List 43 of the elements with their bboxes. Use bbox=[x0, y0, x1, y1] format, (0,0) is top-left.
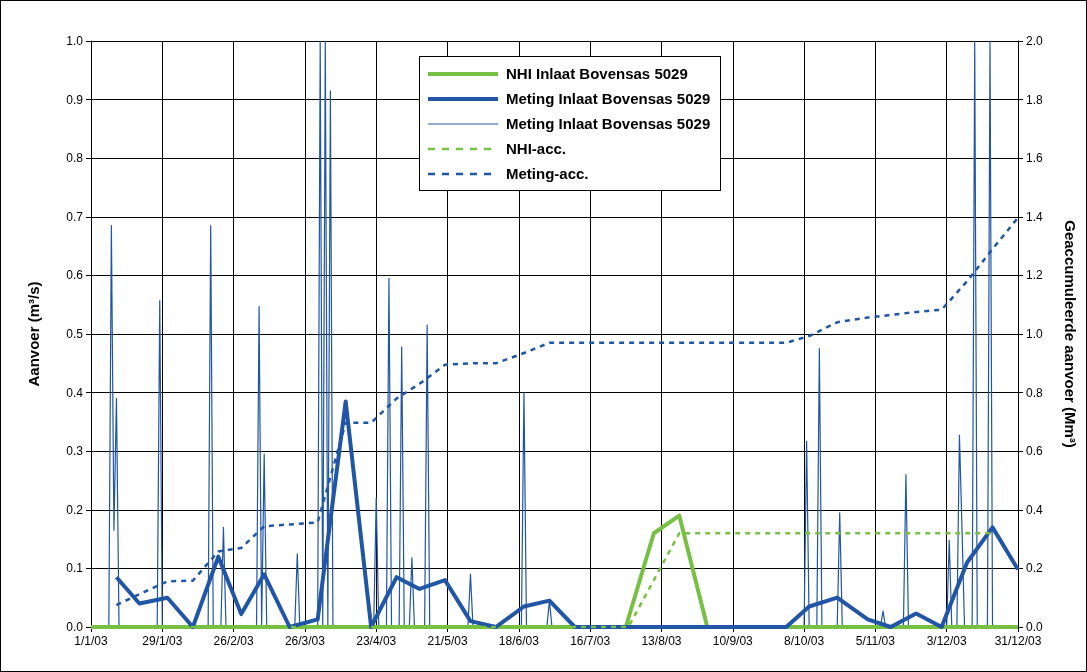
y2-tick-label: 0.2 bbox=[1026, 561, 1044, 576]
y2-axis-title: Geaccumuleerde aanvoer (Mm³) bbox=[1062, 220, 1079, 448]
legend-label: NHI Inlaat Bovensas 5029 bbox=[506, 65, 688, 82]
y2-tick-label: 2.0 bbox=[1026, 34, 1044, 48]
y-tick-label: 0.9 bbox=[66, 92, 84, 107]
y-tick-label: 0.6 bbox=[66, 268, 84, 283]
y2-tick-label: 0.8 bbox=[1026, 385, 1044, 400]
x-tick-label: 13/8/03 bbox=[641, 634, 682, 648]
y2-tick-label: 0.6 bbox=[1026, 444, 1044, 459]
x-tick-label: 26/2/03 bbox=[213, 634, 254, 648]
y-tick-label: 0.0 bbox=[66, 620, 84, 634]
y-axis-title: Aanvoer (m³/s) bbox=[25, 281, 42, 387]
y-tick-label: 0.7 bbox=[66, 209, 84, 224]
x-tick-label: 16/7/03 bbox=[570, 634, 611, 648]
x-tick-label: 23/4/03 bbox=[356, 634, 397, 648]
y-tick-label: 1.0 bbox=[66, 34, 84, 48]
y2-tick-label: 1.0 bbox=[1026, 327, 1044, 341]
x-tick-label: 8/10/03 bbox=[784, 634, 825, 648]
y2-tick-label: 1.8 bbox=[1026, 92, 1044, 107]
legend-label: Meting Inlaat Bovensas 5029 bbox=[506, 90, 711, 107]
y-tick-label: 0.8 bbox=[66, 151, 84, 166]
x-tick-label: 29/1/03 bbox=[142, 634, 183, 648]
y2-tick-label: 1.4 bbox=[1026, 209, 1044, 224]
y-tick-label: 0.5 bbox=[66, 327, 84, 341]
x-tick-label: 31/12/03 bbox=[994, 634, 1042, 648]
y-tick-label: 0.3 bbox=[66, 444, 84, 459]
x-tick-label: 18/6/03 bbox=[498, 634, 540, 648]
y-tick-label: 0.4 bbox=[66, 385, 84, 400]
y2-tick-label: 1.2 bbox=[1026, 268, 1044, 283]
x-tick-label: 10/9/03 bbox=[712, 634, 754, 648]
y2-tick-label: 0.4 bbox=[1026, 502, 1044, 517]
x-tick-label: 3/12/03 bbox=[926, 634, 968, 648]
y2-tick-label: 1.6 bbox=[1026, 151, 1044, 166]
legend-label: Meting Inlaat Bovensas 5029 bbox=[506, 115, 711, 132]
y-tick-label: 0.1 bbox=[66, 561, 84, 576]
x-tick-label: 1/1/03 bbox=[74, 634, 108, 648]
y2-tick-label: 0.0 bbox=[1026, 620, 1044, 634]
x-tick-label: 26/3/03 bbox=[284, 634, 326, 648]
legend-label: NHI-acc. bbox=[506, 140, 567, 157]
y-tick-label: 0.2 bbox=[66, 502, 84, 517]
legend-label: Meting-acc. bbox=[506, 165, 589, 182]
x-tick-label: 5/11/03 bbox=[855, 634, 896, 648]
x-tick-label: 21/5/03 bbox=[427, 634, 468, 648]
